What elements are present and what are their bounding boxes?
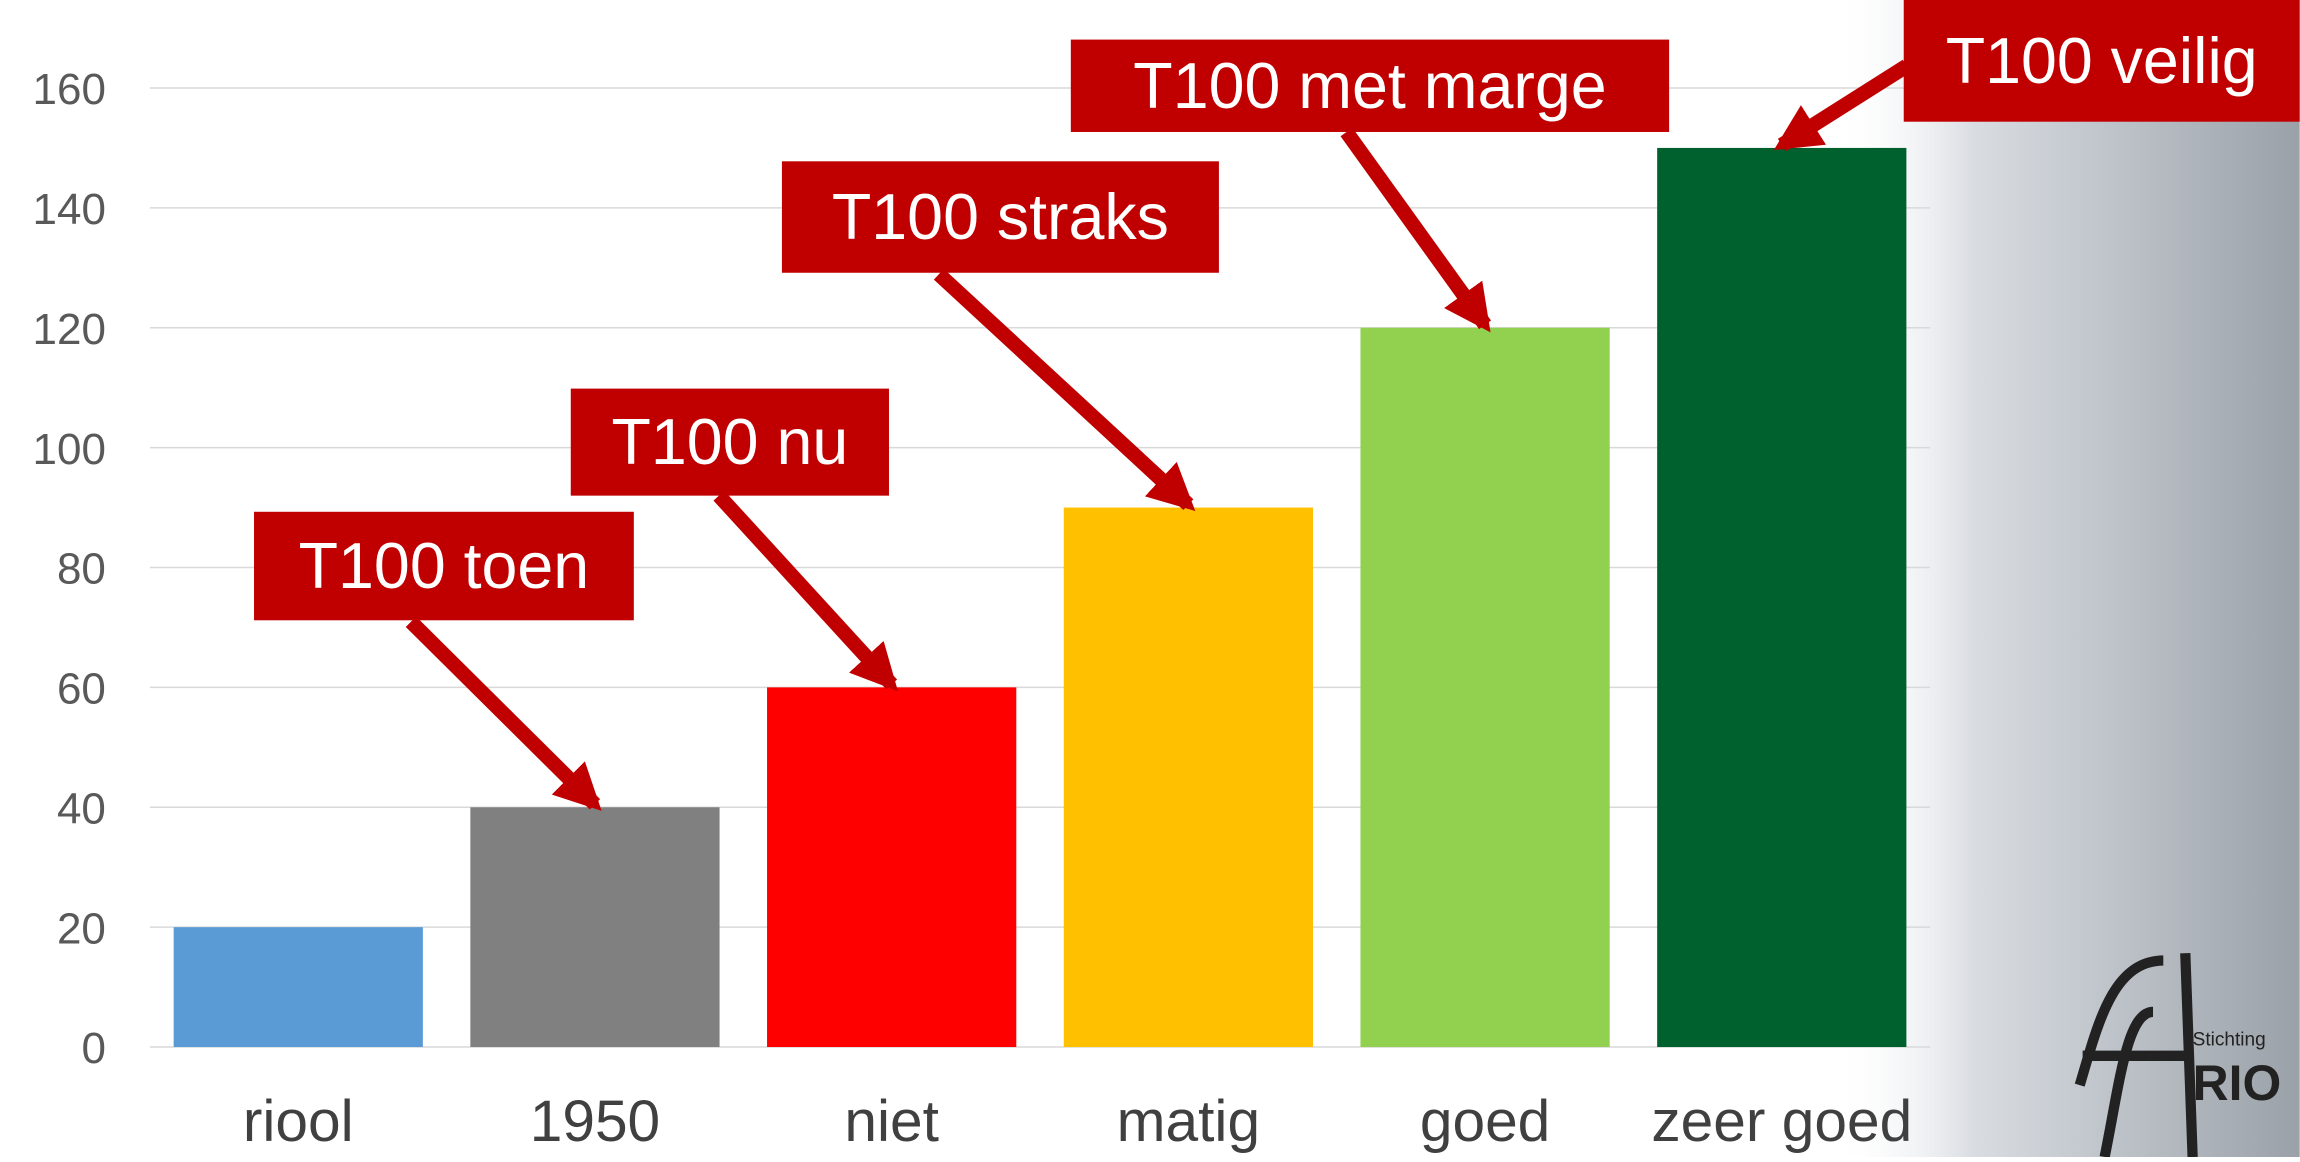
y-tick-label: 20 (57, 904, 106, 953)
annotation-box (254, 511, 634, 621)
bar (470, 807, 720, 1048)
y-tick-label: 120 (33, 305, 106, 354)
bar (173, 927, 423, 1048)
x-tick-label: goed (1420, 1089, 1550, 1154)
annotation-arrow (1773, 59, 1911, 152)
annotation-box (781, 161, 1219, 273)
bar (1657, 147, 1907, 1048)
background-photo (1833, 0, 2300, 1157)
annotation-box (570, 388, 889, 496)
y-tick-label: 60 (57, 665, 106, 714)
logo-large: RIO (2193, 1055, 2282, 1111)
bar (767, 687, 1017, 1048)
annotation-text: T100 veilig (1946, 25, 2258, 97)
x-tick-label: niet (844, 1089, 939, 1154)
y-tick-label: 80 (57, 545, 106, 594)
annotation-box (1070, 39, 1670, 132)
annotation-arrow (713, 490, 899, 692)
annotation-box (1903, 0, 2300, 122)
bar (1360, 327, 1610, 1048)
annotation-arrow (1340, 127, 1492, 333)
y-tick-label: 160 (33, 65, 106, 114)
annotation-text: T100 met marge (1133, 50, 1606, 122)
logo: Stichting RIO (2074, 952, 2282, 1159)
annotation-arrow (933, 268, 1196, 511)
annotation-text: T100 straks (832, 181, 1169, 253)
logo-small: Stichting (2193, 1030, 2266, 1051)
y-tick-label: 140 (33, 185, 106, 234)
annotation-text: T100 nu (611, 406, 848, 478)
x-tick-label: matig (1117, 1089, 1260, 1154)
x-tick-label: 1950 (530, 1089, 660, 1154)
annotation-arrow (405, 616, 602, 811)
y-tick-label: 0 (81, 1024, 105, 1073)
y-tick-label: 100 (33, 425, 106, 474)
x-tick-label: riool (243, 1089, 354, 1154)
annotation-text: T100 toen (299, 530, 590, 602)
y-tick-label: 40 (57, 784, 106, 833)
bar (1063, 507, 1313, 1048)
x-tick-label: zeer goed (1651, 1089, 1912, 1154)
